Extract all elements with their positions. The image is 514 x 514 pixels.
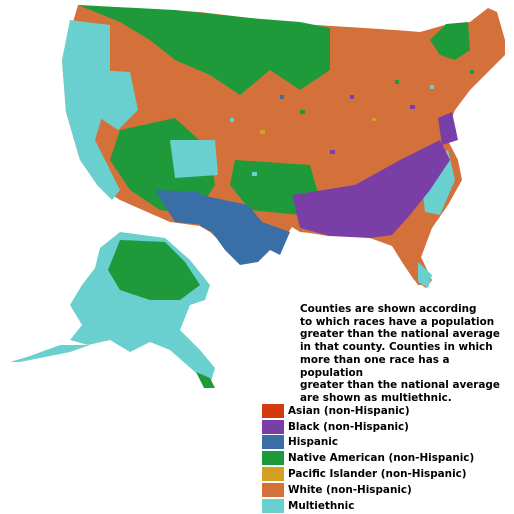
legend-swatch-black: [262, 419, 284, 434]
northeast-green: [430, 22, 470, 60]
legend-item-native-american: Native American (non-Hispanic): [262, 450, 474, 466]
legend-swatch-asian: [262, 403, 284, 418]
legend-label-hispanic: Hispanic: [288, 436, 339, 449]
colorado-multiethnic: [170, 140, 218, 178]
legend-item-pacific-islander: Pacific Islander (non-Hispanic): [262, 466, 474, 482]
map-legend: Asian (non-Hispanic) Black (non-Hispanic…: [262, 403, 474, 514]
alaska-southeast-green: [196, 372, 215, 388]
legend-swatch-native-american: [262, 451, 284, 466]
legend-label-black: Black (non-Hispanic): [288, 420, 409, 433]
west-coast-multiethnic: [62, 20, 120, 200]
legend-swatch-pacific-islander: [262, 467, 284, 482]
legend-item-hispanic: Hispanic: [262, 435, 474, 451]
south-florida-multiethnic: [418, 262, 432, 288]
legend-swatch-hispanic: [262, 435, 284, 450]
northern-plains-green: [78, 5, 330, 95]
deep-south-black: [292, 140, 450, 238]
scattered-county-specks: [150, 70, 474, 176]
nevada-multiethnic: [98, 70, 138, 130]
legend-label-native-american: Native American (non-Hispanic): [288, 452, 475, 465]
legend-label-pacific-islander: Pacific Islander (non-Hispanic): [288, 468, 467, 481]
legend-label-asian: Asian (non-Hispanic): [288, 404, 410, 417]
legend-item-white: White (non-Hispanic): [262, 482, 474, 498]
legend-item-asian: Asian (non-Hispanic): [262, 403, 474, 419]
legend-swatch-white: [262, 482, 284, 497]
legend-item-black: Black (non-Hispanic): [262, 419, 474, 435]
alaska-interior-green: [108, 240, 200, 300]
texas-hispanic: [200, 195, 290, 265]
mid-atlantic-black: [438, 112, 458, 145]
arizona-hispanic: [155, 190, 205, 225]
map-caption: Counties are shown according to which ra…: [300, 303, 500, 404]
legend-label-white: White (non-Hispanic): [288, 483, 412, 496]
alaska-aleutians: [10, 345, 90, 362]
